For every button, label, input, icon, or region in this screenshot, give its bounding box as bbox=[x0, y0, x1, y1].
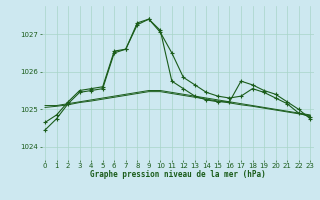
X-axis label: Graphe pression niveau de la mer (hPa): Graphe pression niveau de la mer (hPa) bbox=[90, 170, 266, 179]
